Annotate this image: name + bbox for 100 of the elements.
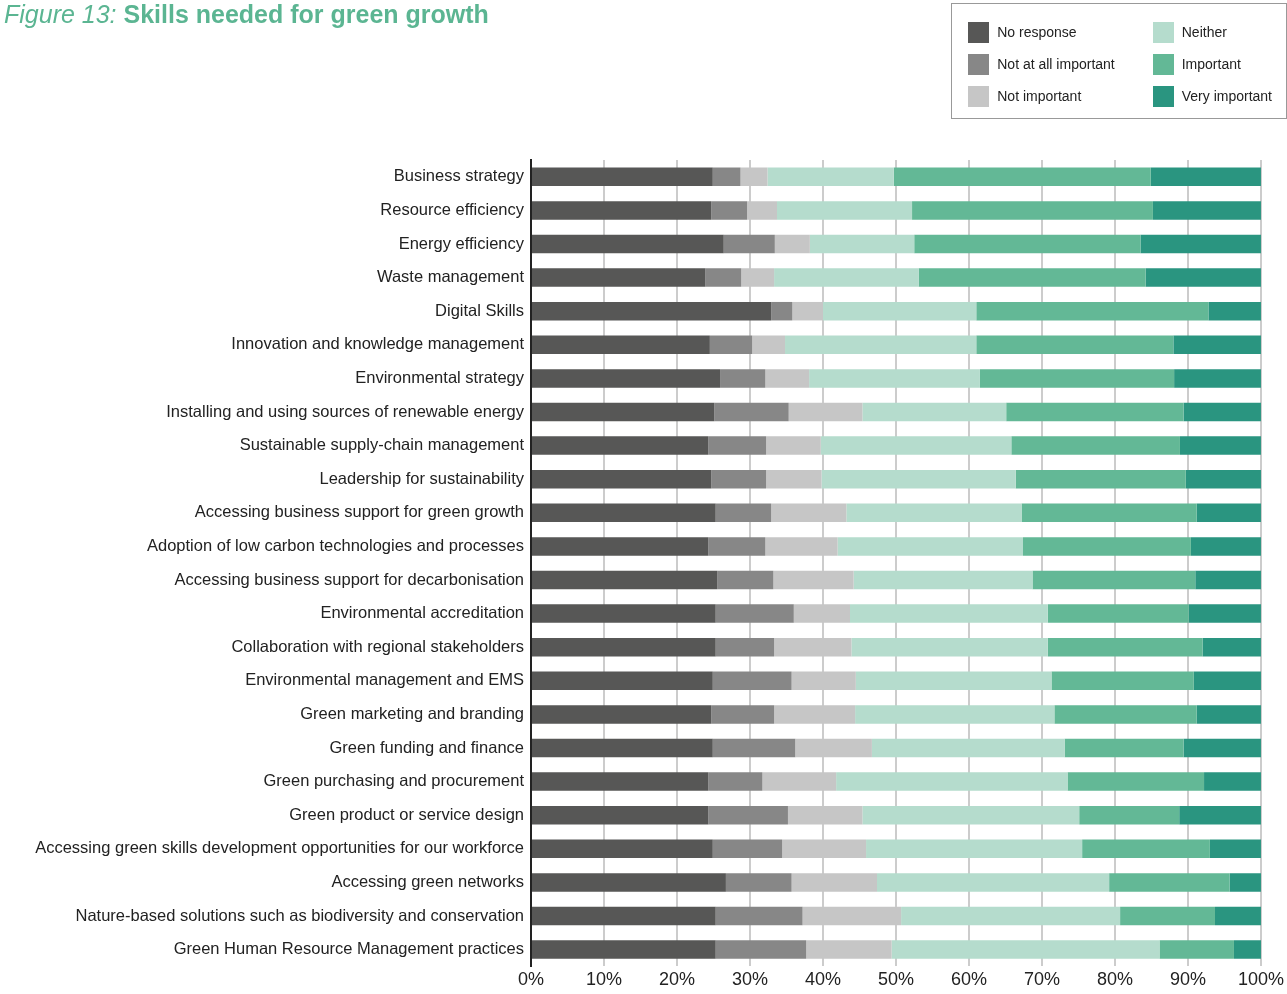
bar: [532, 671, 713, 691]
bar: [1190, 537, 1261, 556]
y-tick-label: Accessing green skills development opportunities for our workforce: [35, 838, 524, 857]
y-tick-label: Green funding and finance: [329, 737, 524, 756]
y-tick-label: Sustainable supply-chain management: [239, 435, 525, 454]
legend-label: Not at all important: [997, 56, 1115, 72]
bar: [532, 805, 709, 825]
bar: [532, 705, 712, 724]
bar: [1067, 772, 1205, 791]
bar: [532, 469, 712, 489]
text: Figure 13: Skills needed for green growth: [4, 0, 489, 28]
bar: [532, 436, 709, 455]
y-tick-label: Green marketing and branding: [300, 703, 524, 722]
bar: [766, 469, 822, 489]
bar: [846, 503, 1022, 523]
y-tick-label: Leadership for sustainability: [319, 468, 525, 487]
bar: [1179, 805, 1261, 825]
bar: [532, 268, 706, 287]
bar: [1202, 637, 1261, 657]
bar: [767, 167, 894, 187]
bar: [820, 436, 1012, 455]
bar: [836, 772, 1068, 791]
bar: [1159, 940, 1234, 959]
bar: [1064, 738, 1184, 758]
bar: [918, 268, 1146, 287]
bar: [891, 940, 1160, 959]
bar: [1174, 369, 1261, 388]
legend-label: Important: [1181, 56, 1241, 72]
x-tick-label: 10%: [585, 969, 623, 990]
bar: [871, 738, 1065, 758]
y-tick-label: Innovation and knowledge management: [231, 334, 525, 353]
legend-label: Very important: [1181, 88, 1272, 104]
x-tick-label: 90%: [1169, 969, 1206, 990]
y-tick-label: Business strategy: [393, 166, 525, 185]
bar: [1150, 167, 1261, 187]
bar: [914, 234, 1141, 254]
bar: [532, 570, 718, 590]
x-tick-label: 30%: [731, 969, 769, 990]
bar: [532, 940, 716, 959]
x-tick-label: 70%: [1023, 969, 1060, 990]
y-tick-label: Environmental management and EMS: [245, 670, 524, 689]
legend-label: Not important: [997, 88, 1082, 104]
bar: [1183, 738, 1261, 758]
bar: [708, 772, 763, 791]
bar: [1011, 436, 1180, 455]
bar: [532, 906, 716, 926]
bar: [777, 201, 913, 220]
y-tick-label: Green purchasing and procurement: [263, 771, 525, 790]
bar: [855, 671, 1052, 691]
bar: [979, 369, 1175, 388]
y-tick-label: Accessing business support for decarbonisation: [174, 569, 524, 588]
bar: [712, 167, 741, 187]
bar: [809, 234, 915, 254]
bar: [1120, 906, 1215, 926]
bar: [532, 839, 713, 859]
bar: [723, 234, 775, 254]
bar: [1196, 503, 1261, 523]
bar: [862, 402, 1007, 422]
x-tick-label: 20%: [658, 969, 696, 990]
y-tick-label: Collaboration with regional stakeholders: [231, 636, 524, 655]
bar: [532, 604, 716, 623]
y-tick-label: Waste management: [376, 267, 525, 286]
bar: [711, 201, 748, 220]
bar: [1179, 436, 1261, 455]
bar: [715, 503, 772, 523]
y-tick-label: Green Human Resource Management practices: [173, 939, 524, 958]
bar: [714, 402, 789, 422]
y-tick-label: Green product or service design: [289, 804, 524, 823]
y-tick-label: Energy efficiency: [398, 233, 525, 252]
bar: [1140, 234, 1261, 254]
bar: [1047, 604, 1189, 623]
y-tick-label: Accessing business support for green growth: [194, 502, 524, 521]
bar: [785, 335, 977, 355]
x-tick-label: 100%: [1237, 969, 1284, 990]
bar: [708, 805, 788, 825]
bar: [901, 906, 1121, 926]
bar: [809, 369, 980, 388]
bar: [715, 906, 803, 926]
bar: [837, 537, 1024, 556]
bar: [1054, 705, 1197, 724]
bar: [1185, 469, 1261, 489]
y-tick-label: Nature-based solutions such as biodiversity and conservation: [75, 905, 524, 924]
bar: [1032, 570, 1196, 590]
bar: [893, 167, 1151, 187]
x-tick-label: 0%: [517, 969, 545, 990]
bar: [1145, 268, 1261, 287]
bar: [771, 301, 793, 321]
bar: [720, 369, 766, 388]
bar: [532, 201, 712, 220]
bar: [1079, 805, 1180, 825]
bar: [705, 268, 742, 287]
y-tick-label: Accessing green networks: [331, 871, 524, 890]
bar: [851, 637, 1048, 657]
bar: [532, 402, 715, 422]
bar: [752, 335, 786, 355]
bar: [715, 940, 807, 959]
bar: [1233, 940, 1261, 959]
bar: [532, 503, 716, 523]
bar: [822, 301, 977, 321]
bar: [1183, 402, 1261, 422]
